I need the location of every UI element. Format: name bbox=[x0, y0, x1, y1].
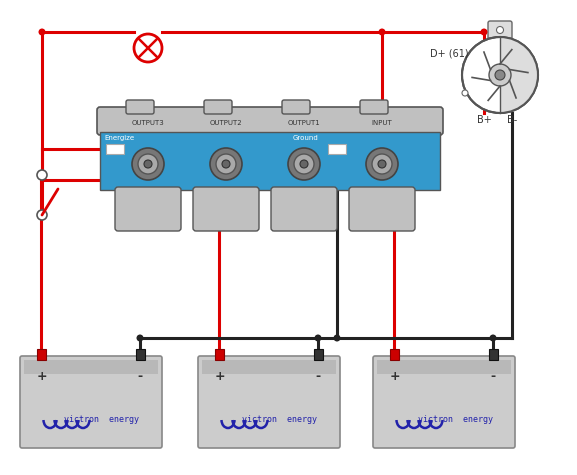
Circle shape bbox=[288, 148, 320, 180]
Text: -: - bbox=[137, 370, 143, 383]
Bar bbox=[328, 144, 346, 154]
FancyBboxPatch shape bbox=[349, 187, 415, 231]
Bar bbox=[215, 349, 224, 360]
Text: +: + bbox=[215, 370, 225, 383]
FancyBboxPatch shape bbox=[373, 356, 515, 448]
Circle shape bbox=[37, 210, 47, 220]
Text: OUTPUT1: OUTPUT1 bbox=[287, 120, 320, 126]
Text: B-: B- bbox=[507, 115, 517, 125]
Circle shape bbox=[378, 160, 386, 168]
Circle shape bbox=[216, 154, 236, 174]
FancyBboxPatch shape bbox=[360, 100, 388, 114]
Text: victron  energy: victron energy bbox=[65, 416, 140, 425]
Text: INPUT: INPUT bbox=[372, 120, 392, 126]
FancyBboxPatch shape bbox=[126, 100, 154, 114]
Text: Energize: Energize bbox=[104, 135, 134, 141]
Circle shape bbox=[489, 64, 511, 86]
Circle shape bbox=[222, 160, 230, 168]
Text: D+ (61): D+ (61) bbox=[430, 49, 469, 59]
Bar bbox=[24, 360, 158, 374]
Circle shape bbox=[462, 37, 538, 113]
Circle shape bbox=[144, 160, 152, 168]
Bar bbox=[314, 349, 323, 360]
Bar bbox=[390, 349, 399, 360]
FancyBboxPatch shape bbox=[282, 100, 310, 114]
Text: B+: B+ bbox=[477, 115, 492, 125]
Circle shape bbox=[137, 334, 144, 342]
FancyBboxPatch shape bbox=[271, 187, 337, 231]
FancyBboxPatch shape bbox=[97, 107, 443, 135]
Circle shape bbox=[294, 154, 314, 174]
Circle shape bbox=[496, 27, 504, 34]
Bar bbox=[37, 349, 46, 360]
Text: +: + bbox=[389, 370, 400, 383]
Circle shape bbox=[489, 334, 496, 342]
FancyBboxPatch shape bbox=[204, 100, 232, 114]
Text: OUTPUT2: OUTPUT2 bbox=[209, 120, 242, 126]
Circle shape bbox=[366, 148, 398, 180]
Circle shape bbox=[138, 154, 158, 174]
Circle shape bbox=[481, 28, 488, 36]
Circle shape bbox=[495, 70, 505, 80]
Text: victron  energy: victron energy bbox=[242, 416, 317, 425]
Wedge shape bbox=[500, 37, 538, 113]
Circle shape bbox=[37, 170, 47, 180]
FancyBboxPatch shape bbox=[488, 21, 512, 40]
Text: OUTPUT3: OUTPUT3 bbox=[132, 120, 164, 126]
Bar bbox=[377, 360, 511, 374]
FancyBboxPatch shape bbox=[115, 187, 181, 231]
Text: -: - bbox=[316, 370, 321, 383]
Circle shape bbox=[39, 28, 46, 36]
Bar bbox=[100, 132, 440, 190]
FancyBboxPatch shape bbox=[193, 187, 259, 231]
FancyBboxPatch shape bbox=[20, 356, 162, 448]
Bar bbox=[106, 144, 124, 154]
Text: -: - bbox=[490, 370, 496, 383]
Circle shape bbox=[134, 34, 162, 62]
Circle shape bbox=[132, 148, 164, 180]
Text: victron  energy: victron energy bbox=[418, 416, 493, 425]
FancyBboxPatch shape bbox=[198, 356, 340, 448]
Circle shape bbox=[372, 154, 392, 174]
Text: Ground: Ground bbox=[293, 135, 319, 141]
Circle shape bbox=[334, 334, 340, 342]
Bar bbox=[136, 349, 145, 360]
Circle shape bbox=[462, 90, 468, 96]
Bar bbox=[202, 360, 336, 374]
Bar bbox=[489, 349, 498, 360]
Circle shape bbox=[300, 160, 308, 168]
Circle shape bbox=[314, 334, 321, 342]
Circle shape bbox=[210, 148, 242, 180]
Text: +: + bbox=[37, 370, 47, 383]
Circle shape bbox=[379, 28, 385, 36]
